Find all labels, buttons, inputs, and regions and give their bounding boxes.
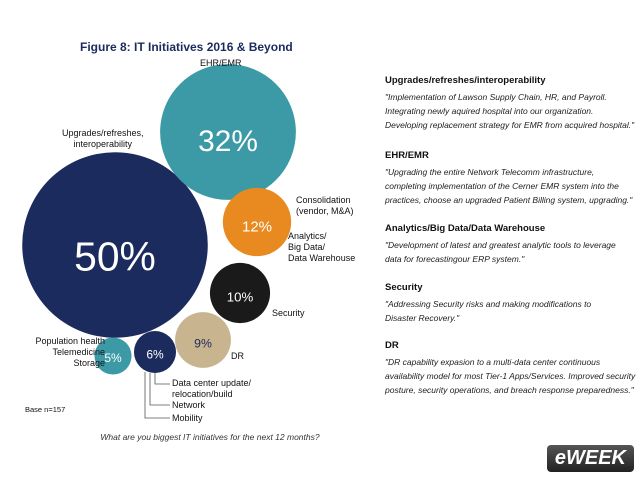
chart-title: Figure 8: IT Initiatives 2016 & Beyond — [80, 40, 293, 54]
category-label: EHR/EMR — [200, 58, 242, 68]
quote-heading: Upgrades/refreshes/interoperability — [385, 75, 546, 86]
quote-text: "Upgrading the entire Network Telecomm i… — [385, 167, 633, 205]
bubble — [94, 337, 132, 375]
bubble — [222, 187, 292, 257]
quote-text: "Development of latest and greatest anal… — [385, 240, 616, 264]
category-label: Analytics/ Big Data/ Data Warehouse — [288, 231, 356, 263]
value-label: 32% — [198, 125, 258, 158]
value-label: 50% — [74, 234, 156, 280]
quote-heading: DR — [385, 340, 399, 351]
quote-text: "DR capability expasion to a multi-data … — [385, 357, 636, 395]
category-label: Data center update/ relocation/build — [172, 378, 252, 399]
value-label: 12% — [242, 218, 272, 235]
quote-heading: Security — [385, 282, 423, 293]
quote-heading: Analytics/Big Data/Data Warehouse — [385, 223, 546, 234]
leader-line — [144, 372, 170, 419]
value-label: 10% — [227, 289, 254, 304]
quote-text: "Addressing Security risks and making mo… — [385, 299, 592, 323]
category-label: Upgrades/refreshes, interoperability — [62, 128, 144, 149]
bubble — [160, 64, 296, 200]
category-label: Population health Telemedicine Storage — [35, 336, 105, 368]
bubble — [133, 330, 177, 374]
logo: eWEEK — [546, 445, 634, 472]
quote-text: "Implementation of Lawson Supply Chain, … — [385, 92, 635, 130]
category-label: Mobility — [172, 413, 203, 423]
leader-line — [149, 373, 170, 406]
category-label: DR — [231, 351, 244, 361]
bubble — [22, 152, 208, 338]
category-label: Consolidation (vendor, M&A) — [296, 195, 354, 216]
leader-line — [154, 373, 170, 385]
category-label: Security — [272, 308, 305, 318]
value-label: 5% — [104, 351, 122, 365]
value-label: 9% — [194, 337, 212, 351]
quote-heading: EHR/EMR — [385, 150, 429, 161]
value-label: 6% — [146, 348, 164, 362]
bubble — [209, 262, 271, 324]
question: What are you biggest IT initiatives for … — [100, 432, 320, 442]
bubble — [175, 312, 231, 368]
base-note: Base n=157 — [25, 405, 66, 414]
category-label: Network — [172, 400, 206, 410]
